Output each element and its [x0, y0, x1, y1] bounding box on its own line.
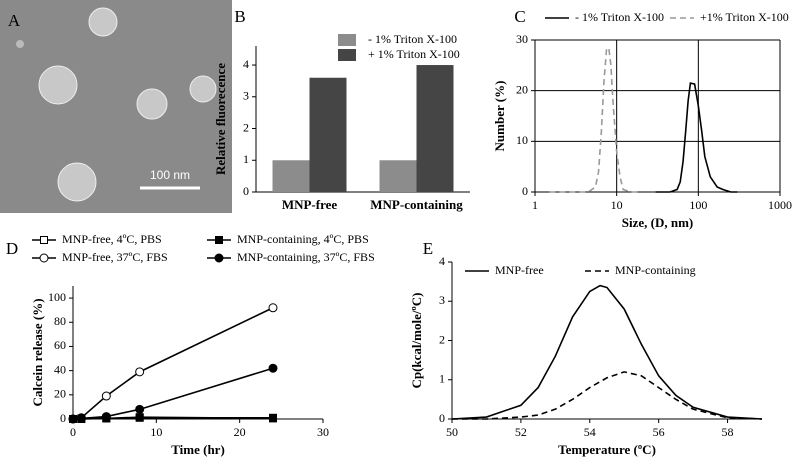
y-tick-label: 4	[439, 254, 445, 268]
particle	[136, 88, 168, 120]
y-tick-label: 100	[48, 290, 66, 304]
legend-label: MNP-containing, 37ºC, FBS	[237, 250, 375, 264]
y-axis-title: Cp(kcal/mole/ºC)	[409, 292, 424, 388]
legend-marker	[215, 236, 223, 244]
series-line	[452, 371, 763, 420]
legend-label: MNP-containing, 4ºC, PBS	[237, 232, 369, 246]
y-tick-label: 20	[54, 387, 66, 401]
series-line	[655, 82, 738, 193]
y-tick-label: 0	[522, 184, 528, 198]
x-tick-label: 0	[70, 425, 76, 439]
y-tick-label: 80	[54, 314, 66, 328]
x-tick-label: 20	[234, 425, 246, 439]
x-tick-label: 50	[446, 425, 458, 439]
series-line	[451, 284, 763, 420]
x-tick-label: MNP-containing	[370, 197, 463, 212]
legend-label: - 1% Triton X-100	[368, 32, 457, 46]
particle	[57, 162, 97, 202]
panel-label: A	[8, 11, 21, 30]
y-tick-label: 60	[54, 338, 66, 352]
series-line	[72, 307, 274, 420]
legend-marker	[39, 253, 49, 263]
scale-bar-label: 100 nm	[150, 168, 190, 182]
data-point	[269, 414, 277, 423]
legend-label: MNP-free	[495, 263, 544, 277]
legend-swatch	[338, 49, 356, 61]
x-tick-label: 100	[689, 198, 707, 212]
x-tick-label: 10	[150, 425, 162, 439]
particle	[189, 75, 217, 103]
y-tick-label: 20	[516, 82, 528, 96]
legend-marker	[214, 253, 224, 263]
x-tick-label: 1000	[768, 198, 792, 212]
legend-label: +1% Triton X-100	[700, 10, 789, 24]
x-tick-label: 1	[532, 198, 538, 212]
y-tick-label: 40	[54, 362, 66, 376]
micrograph: 100 nm	[0, 0, 232, 213]
y-tick-label: 0	[439, 411, 445, 425]
legend-label: - 1% Triton X-100	[575, 10, 664, 24]
y-tick-label: 2	[439, 332, 445, 346]
particle	[38, 65, 78, 105]
y-tick-label: 0	[60, 411, 66, 425]
data-point	[268, 303, 278, 313]
y-axis-title: Relative fluorecence	[213, 63, 228, 175]
x-tick-label: 10	[611, 198, 623, 212]
data-point	[101, 412, 111, 422]
y-tick-label: 0	[243, 184, 249, 198]
x-tick-label: 56	[653, 425, 665, 439]
y-axis-title: Number (%)	[492, 81, 507, 152]
x-tick-label: 58	[722, 425, 734, 439]
y-tick-label: 3	[243, 89, 249, 103]
series-line	[549, 45, 642, 193]
data-point	[135, 367, 145, 377]
bar	[416, 65, 454, 192]
bar	[272, 160, 310, 192]
panel-label: C	[514, 7, 525, 26]
particle	[16, 40, 24, 48]
legend-label: MNP-free, 4ºC, PBS	[62, 232, 162, 246]
x-axis-title: Temperature (ºC)	[558, 442, 656, 457]
panel-label: E	[423, 239, 433, 258]
legend-label: MNP-containing	[615, 263, 696, 277]
data-point	[268, 363, 278, 373]
legend-label: MNP-free, 37ºC, FBS	[62, 250, 168, 264]
bar	[379, 160, 417, 192]
data-point	[76, 413, 86, 423]
image-background	[0, 0, 232, 213]
x-tick-label: MNP-free	[282, 197, 338, 212]
x-axis-title: Size, (D, nm)	[622, 215, 694, 230]
y-tick-label: 30	[516, 32, 528, 46]
data-point	[101, 391, 111, 401]
bar	[309, 77, 347, 192]
legend-swatch	[338, 34, 356, 46]
y-axis-title: Calcein release (%)	[30, 298, 45, 406]
data-point	[135, 413, 144, 422]
y-tick-label: 1	[439, 372, 445, 386]
legend-label: + 1% Triton X-100	[368, 47, 460, 61]
y-tick-label: 4	[243, 57, 249, 71]
panel-label: B	[234, 7, 245, 26]
x-axis-title: Time (hr)	[171, 442, 225, 457]
y-tick-label: 10	[516, 133, 528, 147]
legend-marker	[40, 236, 48, 244]
y-tick-label: 3	[439, 293, 445, 307]
y-tick-label: 2	[243, 120, 249, 134]
data-point	[135, 404, 145, 414]
y-tick-label: 1	[243, 152, 249, 166]
particle	[88, 7, 118, 37]
panel-label: D	[6, 239, 18, 258]
x-tick-label: 52	[515, 425, 527, 439]
data-point	[68, 414, 78, 424]
x-tick-label: 54	[584, 425, 596, 439]
x-tick-label: 30	[317, 425, 329, 439]
